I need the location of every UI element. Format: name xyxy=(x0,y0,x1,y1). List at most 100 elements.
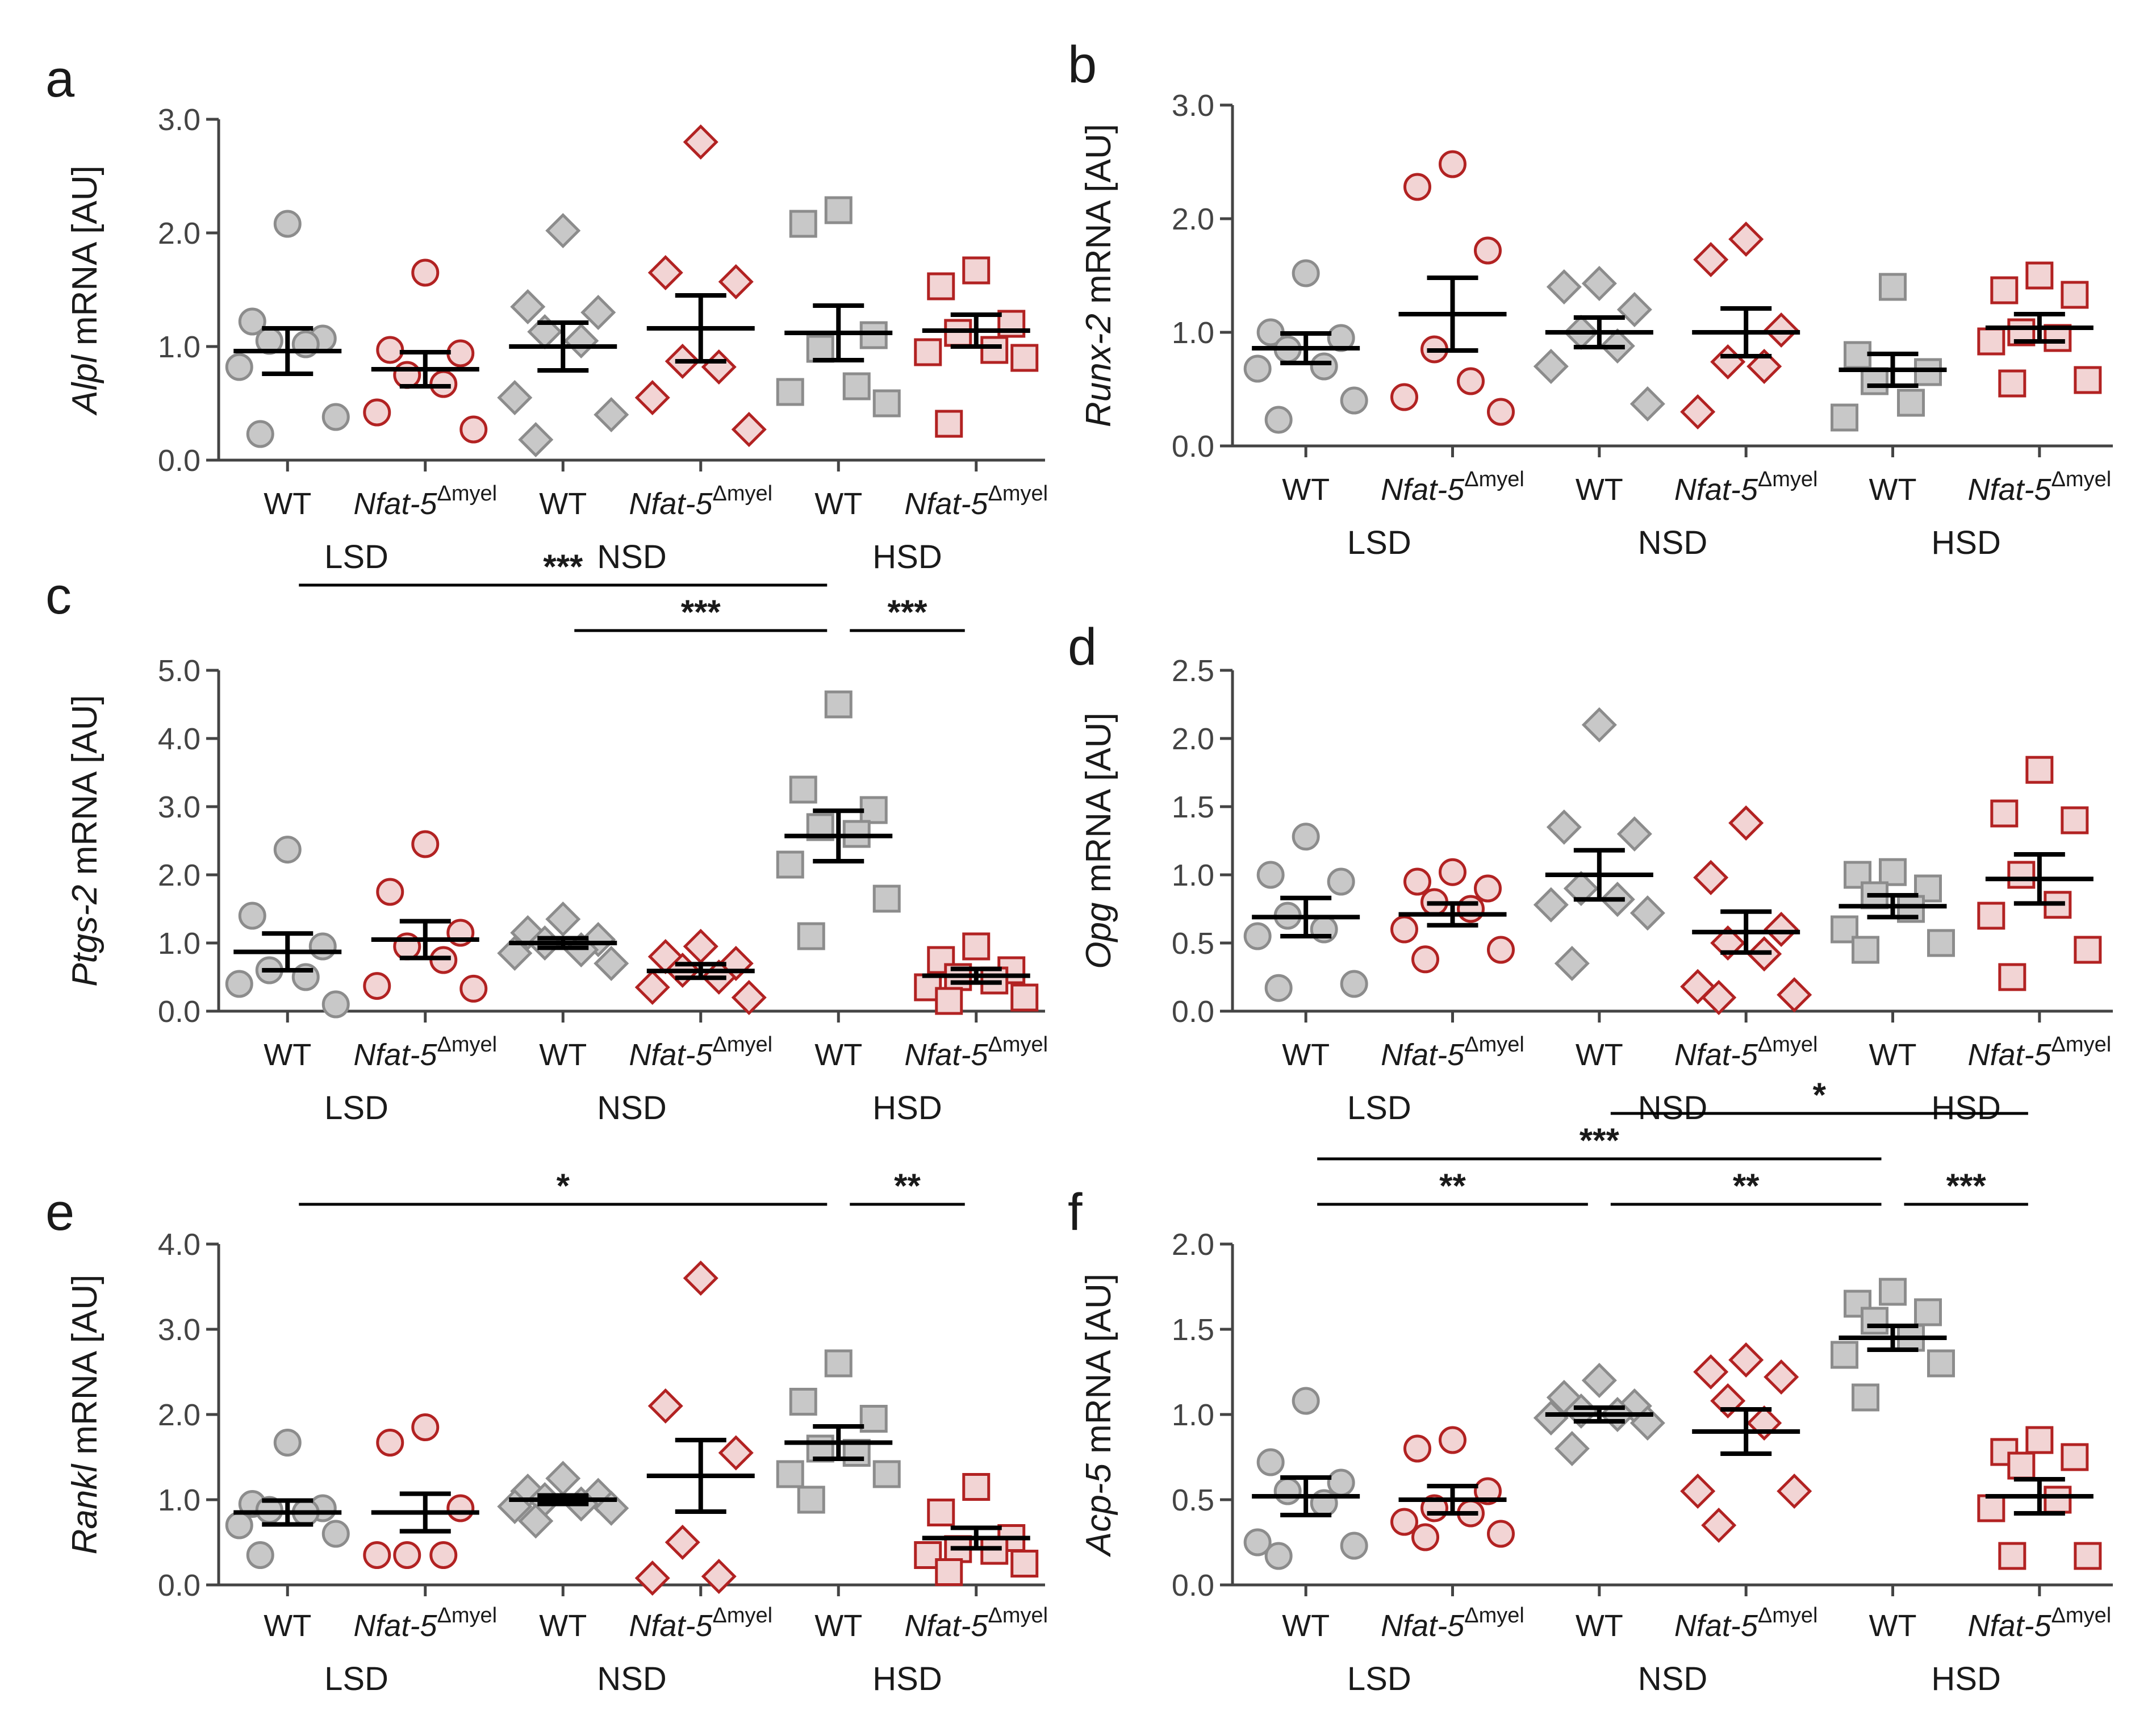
category-label-superscript: Δmyel xyxy=(712,1033,772,1057)
group-label: HSD xyxy=(872,1660,942,1697)
category-label-text: Nfat-5 xyxy=(1674,1038,1758,1072)
y-tick-label: 4.0 xyxy=(158,722,200,756)
category-label-text: WT xyxy=(1576,473,1623,507)
category-label: Nfat-5Δmyel xyxy=(1381,1604,1524,1643)
data-point xyxy=(1746,348,1782,385)
data-point xyxy=(376,1429,404,1457)
y-tick-label: 5.0 xyxy=(158,654,200,688)
data-point xyxy=(1264,1542,1293,1570)
data-point xyxy=(1977,327,2005,356)
data-point xyxy=(1457,367,1485,395)
group-label: HSD xyxy=(872,539,942,575)
category-label-text: WT xyxy=(264,1038,311,1072)
data-point xyxy=(789,210,817,238)
data-point xyxy=(2074,366,2102,394)
y-tick-label: 1.0 xyxy=(158,927,200,961)
data-point xyxy=(1998,963,2027,991)
category-label: WT xyxy=(814,487,862,521)
category-label: WT xyxy=(1576,473,1623,507)
data-point xyxy=(1487,398,1515,426)
data-point xyxy=(1777,1473,1812,1509)
data-point xyxy=(824,1349,853,1378)
data-point xyxy=(824,690,853,719)
group-label: LSD xyxy=(324,1090,388,1126)
y-axis-label-unit: mRNA [AU] xyxy=(1079,1274,1118,1463)
data-point xyxy=(1411,945,1439,974)
data-point xyxy=(789,1388,817,1416)
data-point xyxy=(731,979,767,1016)
significance-label: *** xyxy=(543,548,583,586)
data-point xyxy=(1340,970,1368,998)
data-point xyxy=(2025,1426,2054,1454)
data-point xyxy=(1563,870,1599,907)
category-label-superscript: Δmyel xyxy=(712,1604,772,1628)
data-point xyxy=(1728,805,1764,841)
category-label-text: Nfat-5 xyxy=(1381,1609,1465,1643)
data-point xyxy=(1998,369,2027,398)
data-point xyxy=(1629,386,1665,422)
category-label: Nfat-5Δmyel xyxy=(1967,468,2111,507)
data-point xyxy=(872,389,901,418)
category-label-text: Nfat-5 xyxy=(629,1038,713,1072)
category-label-superscript: Δmyel xyxy=(1464,468,1524,491)
category-label-text: WT xyxy=(1869,473,1917,507)
data-point xyxy=(225,353,253,381)
category-label: Nfat-5Δmyel xyxy=(904,482,1048,521)
category-label: WT xyxy=(1576,1609,1623,1643)
data-point xyxy=(1728,221,1764,257)
group-label: LSD xyxy=(324,1660,388,1697)
data-point xyxy=(580,294,616,331)
category-label-text: WT xyxy=(1576,1609,1623,1643)
data-point xyxy=(1728,1342,1764,1378)
category-label-text: Nfat-5 xyxy=(1967,473,2051,507)
data-point xyxy=(2074,936,2102,964)
category-label-superscript: Δmyel xyxy=(2051,1033,2112,1057)
category-label: Nfat-5Δmyel xyxy=(904,1033,1048,1072)
y-tick-label: 2.0 xyxy=(1172,1228,1214,1262)
data-point xyxy=(321,990,350,1019)
data-point xyxy=(927,946,955,974)
data-point xyxy=(1292,1387,1320,1415)
y-axis-label-gene: Runx-2 xyxy=(1079,314,1118,427)
data-point xyxy=(2074,1542,2102,1570)
data-point xyxy=(1701,979,1737,1016)
data-point xyxy=(1897,389,1925,417)
category-label-text: Nfat-5 xyxy=(353,487,437,521)
y-axis-label-gene: Alpl xyxy=(65,354,105,416)
data-point xyxy=(594,945,629,982)
data-point xyxy=(2061,281,2089,309)
data-point xyxy=(363,1541,391,1569)
category-label-text: Nfat-5 xyxy=(904,1038,988,1072)
data-point xyxy=(1403,867,1431,896)
category-label: WT xyxy=(1282,473,1330,507)
data-point xyxy=(1340,386,1368,415)
data-point xyxy=(376,336,404,364)
data-point xyxy=(872,884,901,913)
data-point xyxy=(363,972,391,1000)
category-label: Nfat-5Δmyel xyxy=(353,482,497,521)
y-axis-label-unit: mRNA [AU] xyxy=(65,1275,105,1464)
y-tick-label: 1.0 xyxy=(158,330,200,364)
data-point xyxy=(1292,823,1320,851)
data-point xyxy=(1581,707,1617,743)
y-tick-label: 1.0 xyxy=(1172,316,1214,350)
significance-label: *** xyxy=(1580,1121,1620,1159)
data-point xyxy=(1927,1349,1955,1378)
y-tick-label: 1.0 xyxy=(158,1483,200,1517)
data-point xyxy=(731,411,767,448)
data-point xyxy=(1340,1532,1368,1560)
y-axis-label: Alpl mRNA [AU] xyxy=(65,165,105,416)
category-label-text: WT xyxy=(814,1038,862,1072)
data-point xyxy=(1616,816,1652,852)
category-label-text: Nfat-5 xyxy=(353,1609,437,1643)
category-label-superscript: Δmyel xyxy=(988,1604,1048,1628)
category-label-superscript: Δmyel xyxy=(988,1033,1048,1057)
group-label: NSD xyxy=(597,1660,666,1697)
data-point xyxy=(238,307,266,336)
data-point xyxy=(797,1486,825,1514)
data-point xyxy=(2007,1451,2036,1480)
significance-label: *** xyxy=(681,593,721,631)
category-label-text: WT xyxy=(539,1609,587,1643)
